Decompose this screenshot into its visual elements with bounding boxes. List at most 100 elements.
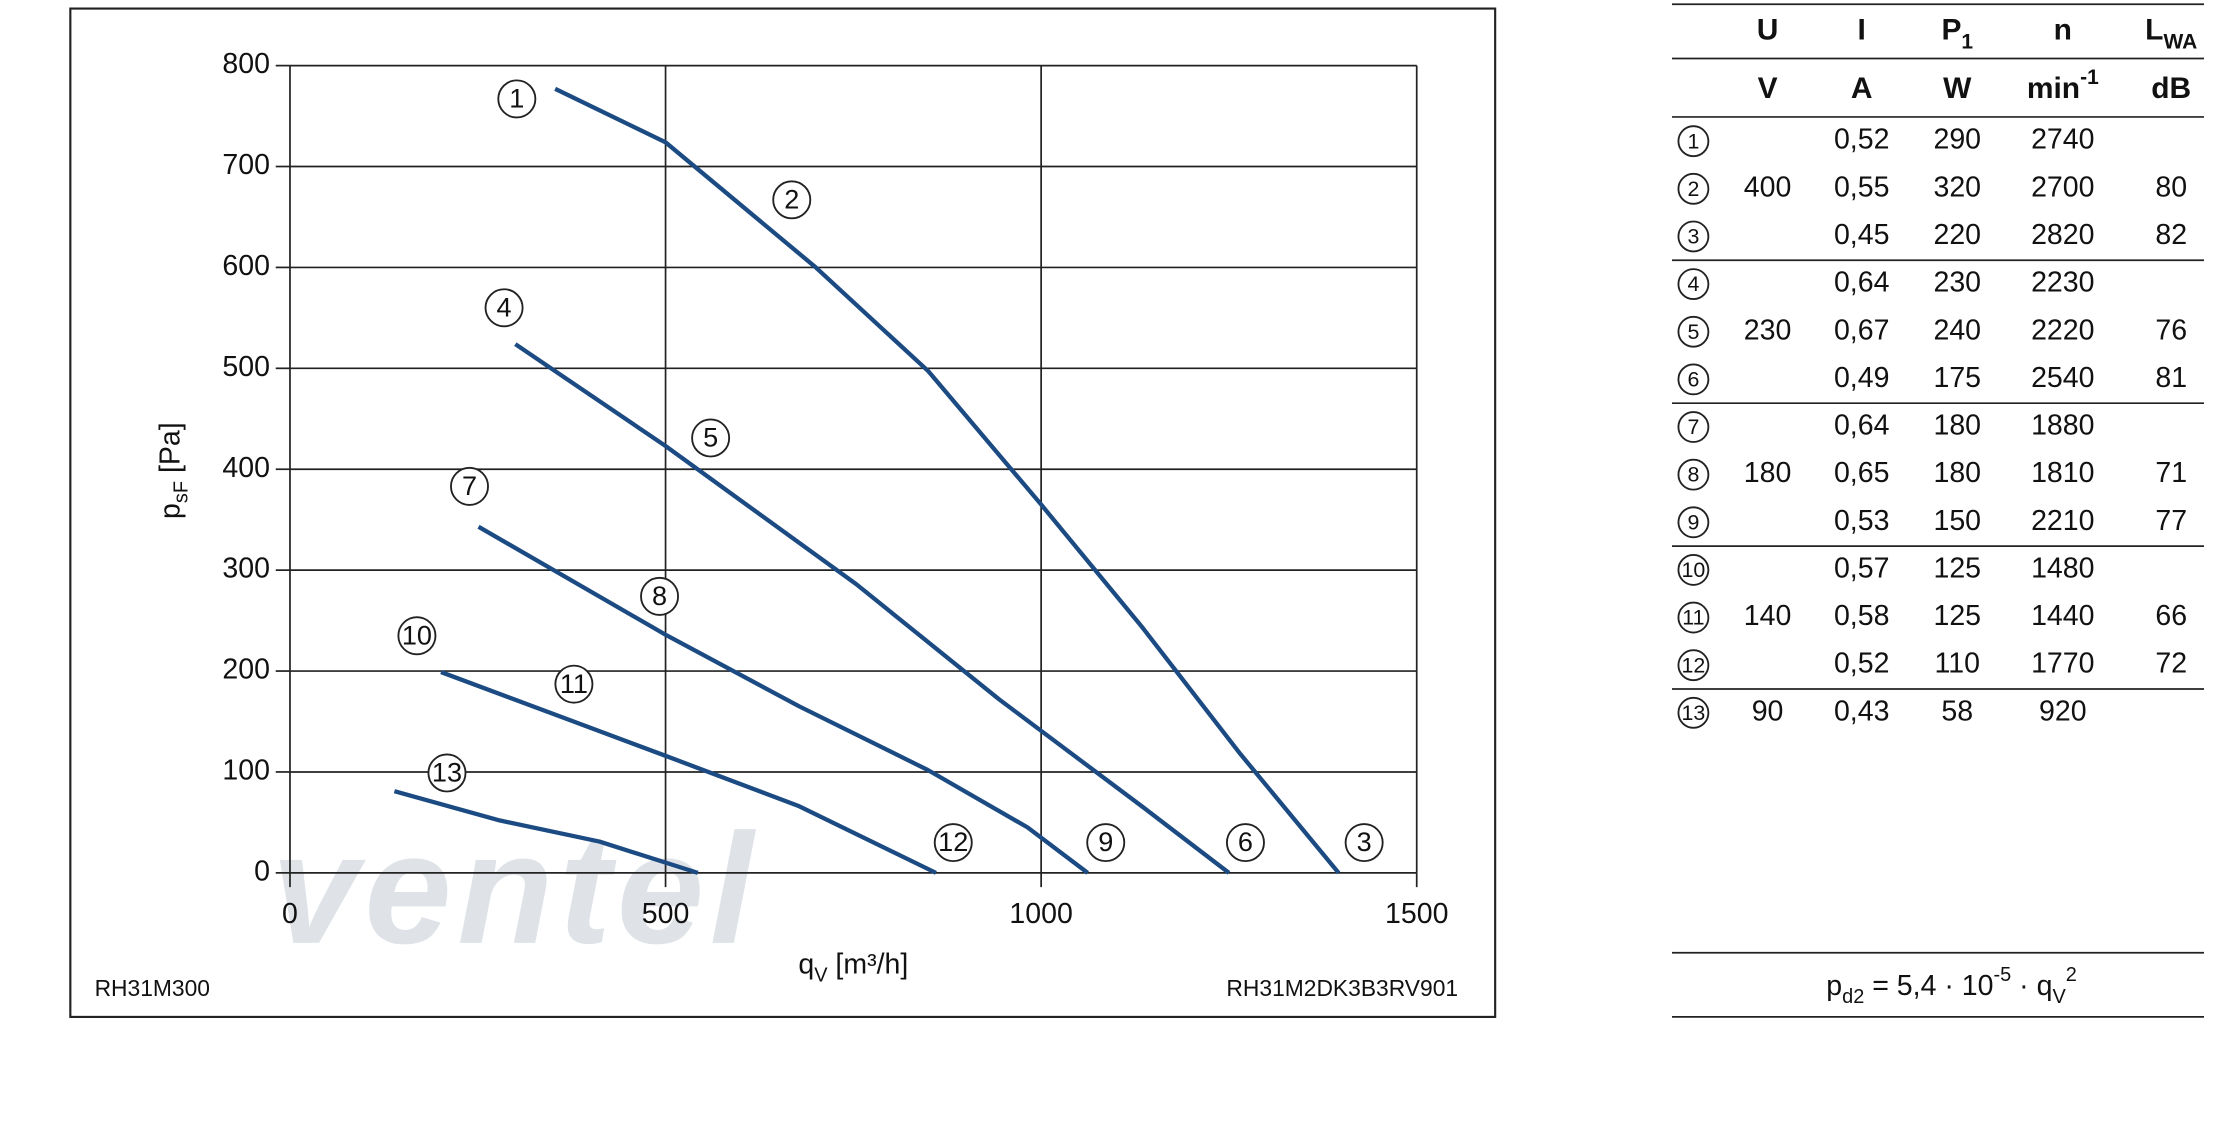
label-circle	[427, 753, 467, 793]
circled-number: 9	[1098, 826, 1113, 857]
cell-n: 2210	[2031, 505, 2094, 537]
circled-number: 11	[1682, 606, 1704, 630]
circled-number: 1	[509, 82, 524, 113]
cell-p: 125	[1933, 552, 1981, 584]
text-part: dB	[2151, 72, 2191, 105]
circled-number: 6	[1687, 367, 1699, 391]
cell-lwa: 77	[2155, 505, 2187, 537]
x-axis-label: qV [m³/h]	[798, 948, 908, 987]
x-tick-label: 1500	[1385, 898, 1448, 930]
circled-number: 5	[1687, 320, 1699, 344]
y-tick-label: 400	[222, 452, 270, 484]
label-circle	[1677, 315, 1710, 348]
cell-n: 920	[2039, 695, 2087, 727]
cell-lwa: 71	[2155, 457, 2187, 489]
circled-number: 3	[1687, 225, 1699, 249]
formula: pd2 = 5,4 · 10-5 · qV2	[1826, 964, 2077, 1008]
text-part: 2	[2066, 964, 2077, 986]
cell-i: 0,57	[1834, 552, 1889, 584]
cell-p: 125	[1933, 600, 1981, 632]
cell-n: 2820	[2031, 219, 2094, 251]
cell-p: 230	[1933, 267, 1981, 299]
circled-number: 4	[497, 291, 512, 322]
text-part: V	[814, 965, 828, 987]
cell-n: 2540	[2031, 362, 2094, 394]
cell-lwa: 82	[2155, 219, 2187, 251]
label-circle	[1344, 823, 1384, 863]
cell-p: 240	[1933, 314, 1981, 346]
text-part: = 5,4 · 10	[1864, 969, 1993, 1001]
text-part: V	[2052, 986, 2066, 1008]
x-tick-label: 500	[642, 898, 690, 930]
text-part: p	[154, 503, 186, 519]
text-part: sF	[171, 481, 193, 503]
circled-number: 2	[1687, 177, 1699, 201]
cell-n: 1440	[2031, 600, 2094, 632]
circled-number: 5	[703, 422, 718, 453]
footer-left: RH31M300	[95, 975, 210, 1001]
table-header: U	[1757, 13, 1779, 46]
cell-i: 0,64	[1834, 410, 1890, 442]
text-part: U	[1757, 13, 1779, 46]
cell-n: 1770	[2031, 648, 2094, 680]
cell-n: 2740	[2031, 124, 2094, 156]
cell-p: 150	[1933, 505, 1981, 537]
text-part: n	[2054, 13, 2072, 46]
text-part: d2	[1842, 986, 1864, 1008]
watermark: ventel	[271, 802, 759, 977]
curve	[393, 789, 699, 875]
circled-number: 12	[1682, 653, 1706, 677]
cell-i: 0,52	[1834, 124, 1889, 156]
text-part: · q	[2011, 969, 2052, 1001]
cell-u: 230	[1744, 314, 1792, 346]
cell-lwa: 66	[2155, 600, 2187, 632]
cell-u: 90	[1752, 695, 1784, 727]
cell-u: 400	[1744, 171, 1792, 203]
cell-i: 0,45	[1834, 219, 1889, 251]
circled-number: 1	[1687, 129, 1699, 153]
cell-n: 1880	[2031, 410, 2094, 442]
label-circle	[1677, 172, 1710, 205]
label-circle	[1677, 649, 1710, 682]
cell-p: 220	[1933, 219, 1981, 251]
cell-lwa: 80	[2155, 171, 2187, 203]
cell-i: 0,53	[1834, 505, 1889, 537]
y-tick-label: 100	[222, 754, 270, 786]
label-circle	[1677, 411, 1710, 443]
y-tick-label: 300	[222, 553, 270, 585]
curve	[554, 86, 1341, 875]
curve	[477, 524, 1089, 875]
circled-number: 7	[1687, 415, 1699, 439]
circled-number: 8	[1687, 463, 1699, 487]
text-part: [Pa]	[154, 422, 186, 481]
cell-i: 0,64	[1834, 267, 1890, 299]
cell-p: 180	[1933, 410, 1981, 442]
circled-number: 8	[652, 580, 667, 611]
text-part: -1	[2080, 66, 2099, 89]
table-header: I	[1858, 13, 1866, 46]
circled-number: 4	[1687, 272, 1699, 296]
curve	[440, 670, 937, 875]
y-tick-label: 600	[222, 250, 270, 282]
label-circle	[640, 576, 680, 616]
circled-number: 3	[1357, 826, 1372, 857]
y-tick-label: 700	[222, 149, 270, 181]
label-circle	[1677, 268, 1710, 301]
circled-number: 9	[1687, 510, 1699, 534]
table-unit: V	[1758, 72, 1778, 105]
circled-number: 2	[784, 183, 799, 214]
cell-p: 58	[1941, 695, 1973, 727]
text-part: WA	[2163, 30, 2197, 53]
circled-number: 12	[938, 826, 968, 857]
label-circle	[497, 79, 537, 119]
cell-i: 0,43	[1834, 695, 1889, 727]
text-part: [m³/h]	[828, 948, 909, 980]
table-unit: A	[1851, 72, 1873, 105]
circled-number: 13	[432, 757, 462, 788]
label-circle	[772, 180, 812, 220]
label-circle	[484, 288, 524, 328]
x-tick-label: 1000	[1009, 898, 1072, 930]
label-circle	[1677, 220, 1710, 253]
cell-p: 290	[1933, 124, 1981, 156]
y-tick-label: 800	[222, 48, 270, 80]
